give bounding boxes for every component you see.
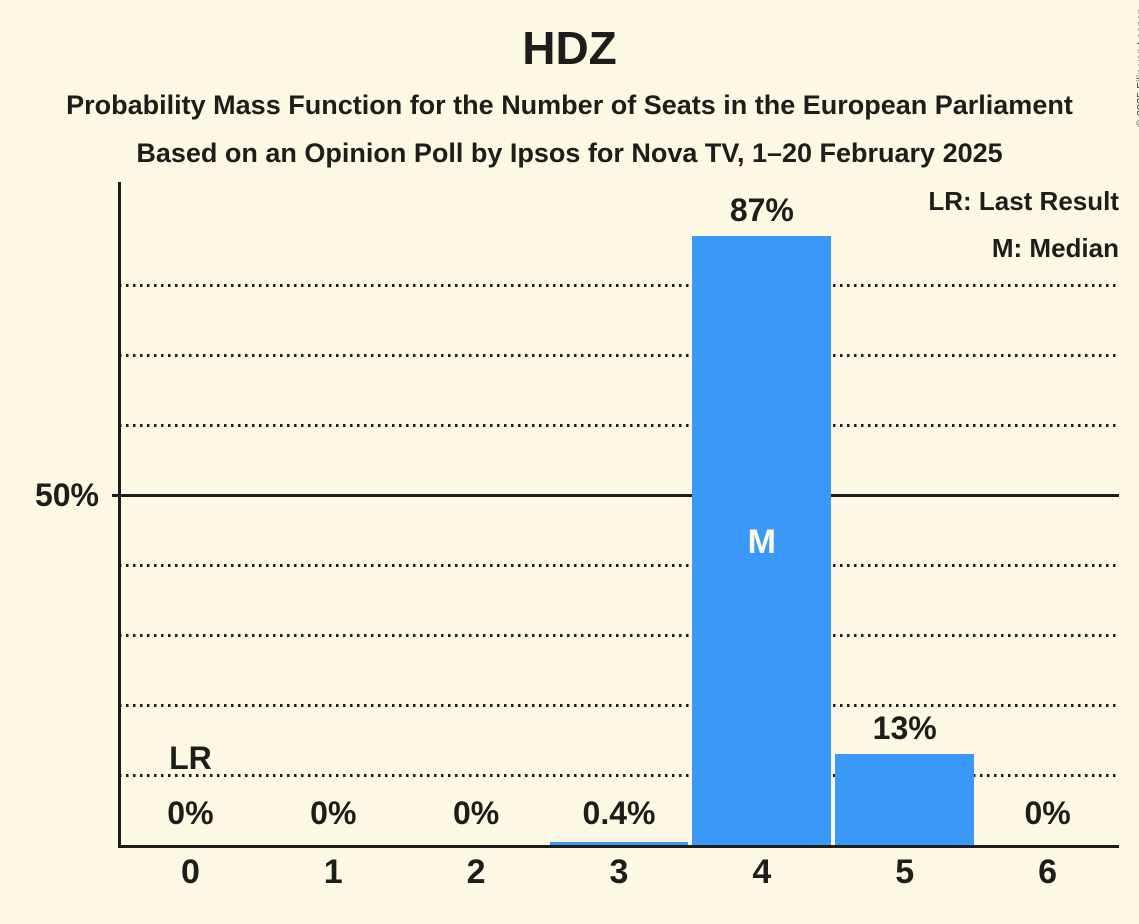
chart-legend: LR: Last Result M: Median <box>928 178 1119 272</box>
x-axis-tick-label-1: 1 <box>323 853 343 891</box>
chart-title: HDZ <box>522 22 617 74</box>
x-axis-tick-label-2: 2 <box>466 853 486 891</box>
y-axis-line <box>117 182 121 848</box>
gridline-20pct <box>119 703 1119 707</box>
gridline-10pct <box>119 773 1119 777</box>
value-label-seats-5: 13% <box>872 710 937 746</box>
value-label-seats-2: 0% <box>453 795 500 831</box>
bar-seats-5 <box>835 754 975 845</box>
x-axis-line <box>117 845 1119 848</box>
value-label-seats-6: 0% <box>1024 795 1071 831</box>
last-result-marker: LR <box>169 740 212 776</box>
copyright-notice: © 2025 Filip van Laenen <box>1135 8 1139 127</box>
value-label-seats-4: 87% <box>729 192 794 228</box>
gridline-60pct <box>119 423 1119 427</box>
plot-area: 0% LR 0 0% 1 0% 2 0.4% 3 87% M 4 13% 5 0% 6 <box>112 182 1119 890</box>
x-axis-tick-label-4: 4 <box>752 853 772 891</box>
value-label-seats-0: 0% <box>167 795 214 831</box>
value-label-seats-1: 0% <box>310 795 357 831</box>
bar-seats-4 <box>692 236 832 845</box>
gridline-40pct <box>119 563 1119 567</box>
gridline-80pct <box>119 283 1119 287</box>
value-label-seats-3: 0.4% <box>582 795 656 831</box>
legend-entry-median: M: Median <box>991 233 1119 263</box>
bar-seats-3 <box>549 842 689 845</box>
gridline-30pct <box>119 633 1119 637</box>
x-axis-tick-label-5: 5 <box>895 853 915 891</box>
x-axis-tick-label-0: 0 <box>180 853 200 891</box>
median-marker: M <box>747 522 776 561</box>
legend-entry-last-result: LR: Last Result <box>928 186 1119 216</box>
chart-subtitle-line2: Based on an Opinion Poll by Ipsos for No… <box>136 138 1003 168</box>
gridline-70pct <box>119 353 1119 357</box>
gridline-50pct-solid <box>112 493 1119 497</box>
x-axis-tick-label-6: 6 <box>1038 853 1058 891</box>
x-axis-tick-label-3: 3 <box>609 853 629 891</box>
y-axis-tick-label-50: 50% <box>34 477 99 513</box>
chart-subtitle-line1: Probability Mass Function for the Number… <box>66 90 1073 120</box>
